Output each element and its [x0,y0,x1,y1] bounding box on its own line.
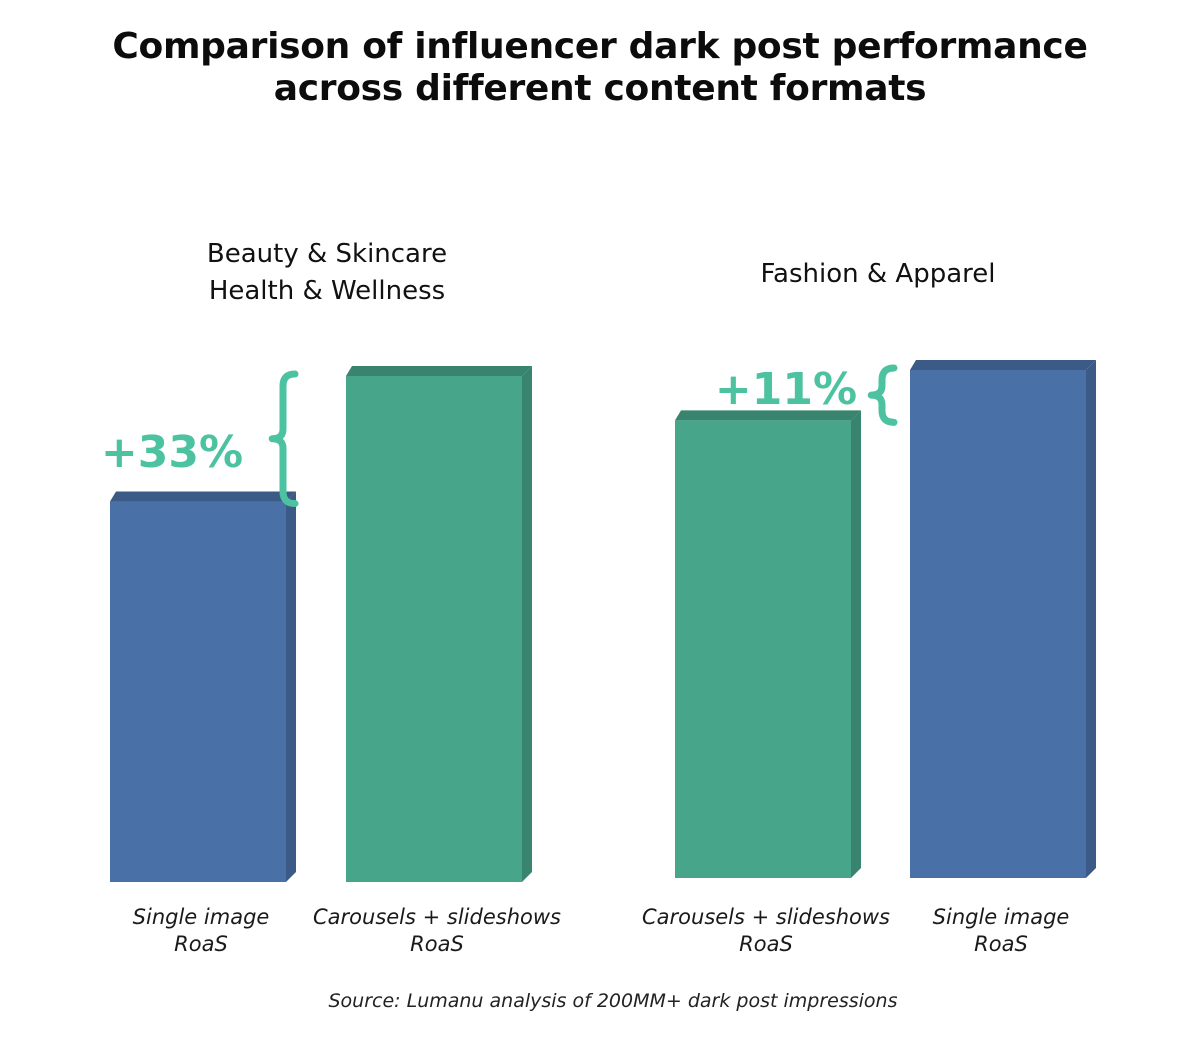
bar-label-line: RoaS [174,932,228,956]
bar-label-line: Single image [133,905,270,929]
chart-title: Comparison of influencer dark post perfo… [0,26,1200,111]
bar [346,376,522,882]
percent-difference-label: +33% [101,427,243,478]
bar-side-face [851,410,861,878]
percent-difference-label: +11% [715,364,857,415]
brace-annotation [268,370,299,508]
bar-label-line: Carousels + slideshows [313,905,561,929]
bar-label-line: RoaS [739,932,793,956]
bar [675,420,851,878]
bar-label-line: Single image [933,905,1070,929]
source-note: Source: Lumanu analysis of 200MM+ dark p… [328,990,898,1012]
bar-label-line: RoaS [974,932,1028,956]
group-title-line: Health & Wellness [209,276,445,306]
chart-group-1: Beauty & Skincare Health & Wellness Single… [101,239,561,956]
bar-side-face [522,366,532,882]
bar-top-face [910,360,1096,370]
bar-top-face [110,491,296,502]
group-title-line: Beauty & Skincare [207,239,447,269]
bar-label-line: RoaS [410,932,464,956]
bar-side-face [1086,360,1096,878]
brace-annotation [867,364,898,426]
chart-title-line-1: Comparison of influencer dark post perfo… [112,26,1088,67]
bar [910,370,1086,878]
group-title-line: Fashion & Apparel [760,259,995,289]
chart-title-line-2: across different content formats [273,68,927,110]
chart-group-2: Fashion & Apparel Carousels + slideshows R… [642,259,1096,956]
bar-side-face [286,491,296,882]
bar-top-face [346,366,532,376]
bar-top-face [675,410,861,421]
bar [110,501,286,882]
bar-label-line: Carousels + slideshows [642,905,890,929]
